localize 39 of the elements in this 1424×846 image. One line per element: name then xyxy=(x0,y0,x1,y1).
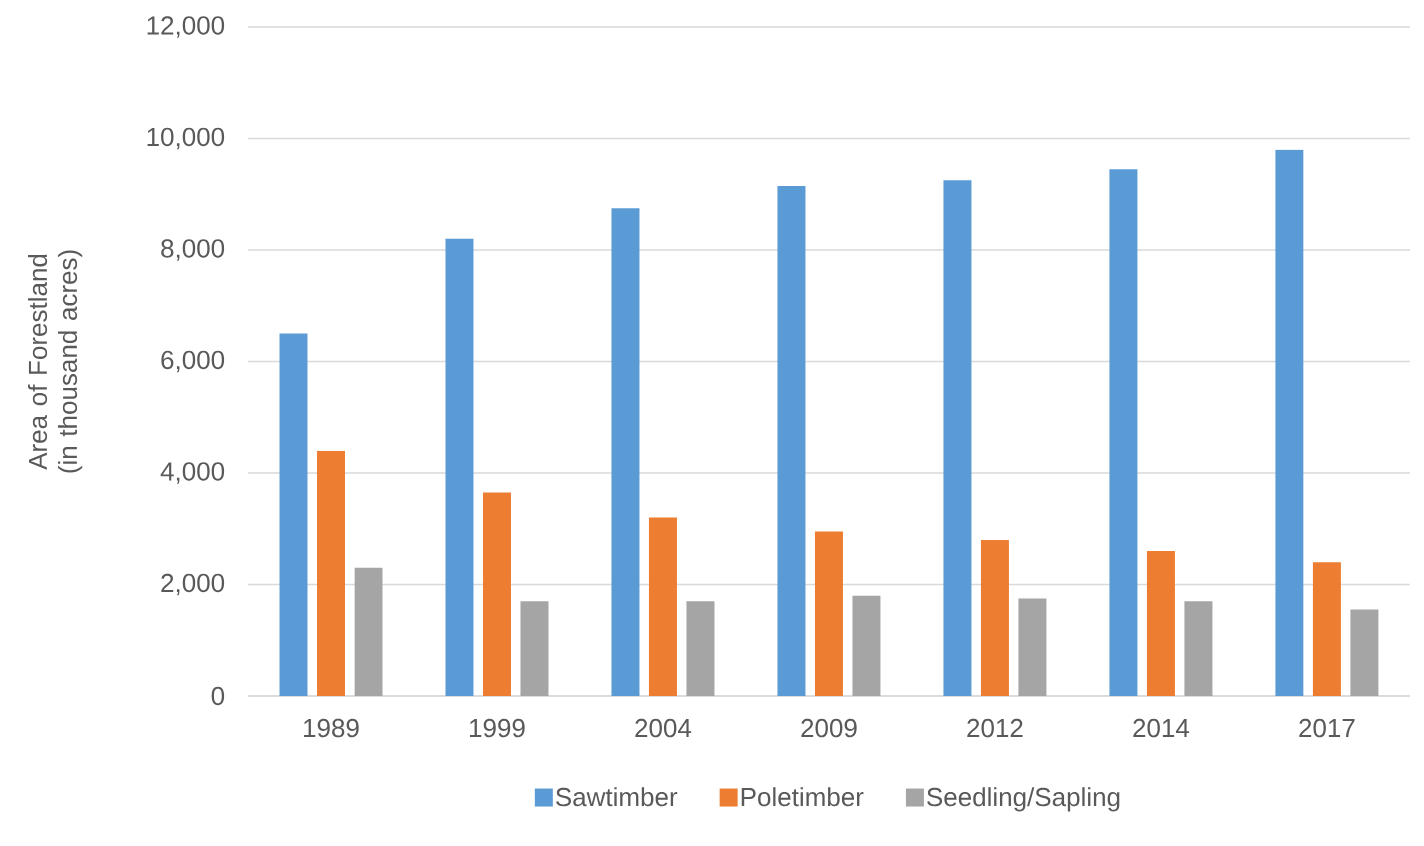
x-tick-label: 1999 xyxy=(470,718,525,738)
bar xyxy=(316,450,345,696)
bar xyxy=(980,539,1009,696)
legend-label: Poletimber xyxy=(741,787,864,807)
y-tick-label: 2,000 xyxy=(161,573,225,596)
bar xyxy=(1350,609,1379,696)
x-tick-label: 2009 xyxy=(801,718,857,738)
bar xyxy=(648,517,677,696)
bar xyxy=(520,601,549,696)
bar xyxy=(354,567,383,696)
bar xyxy=(814,531,843,696)
bar xyxy=(1146,551,1175,696)
x-tick-label: 2012 xyxy=(967,718,1023,738)
x-tick-label: 2004 xyxy=(635,718,692,738)
bar xyxy=(445,238,474,696)
bar xyxy=(1312,562,1341,696)
y-tick-label: 0 xyxy=(211,686,225,706)
x-tick-label: 1989 xyxy=(304,718,359,738)
bar xyxy=(611,208,640,696)
y-tick-label: 6,000 xyxy=(161,350,225,373)
legend-label: Seedling/Sapling xyxy=(927,787,1120,812)
y-tick-label: 8,000 xyxy=(161,239,225,261)
bar xyxy=(279,333,308,696)
bar xyxy=(852,595,881,696)
y-tick-label: 10,000 xyxy=(147,127,225,150)
x-tick-label: 2014 xyxy=(1133,718,1190,738)
bar xyxy=(943,180,972,696)
y-tick-label: 12,000 xyxy=(147,16,225,38)
bar xyxy=(482,492,511,696)
bar xyxy=(1184,601,1213,696)
x-tick-label: 2017 xyxy=(1299,718,1355,738)
bar xyxy=(777,185,806,696)
bar xyxy=(1275,149,1304,696)
bar xyxy=(1109,169,1138,696)
legend-label: Sawtimber xyxy=(556,787,678,807)
y-axis-title: Area of Forestland (in thousand acres) xyxy=(28,250,83,473)
bar xyxy=(1018,598,1047,696)
bar xyxy=(686,601,715,696)
y-tick-label: 4,000 xyxy=(160,462,225,484)
